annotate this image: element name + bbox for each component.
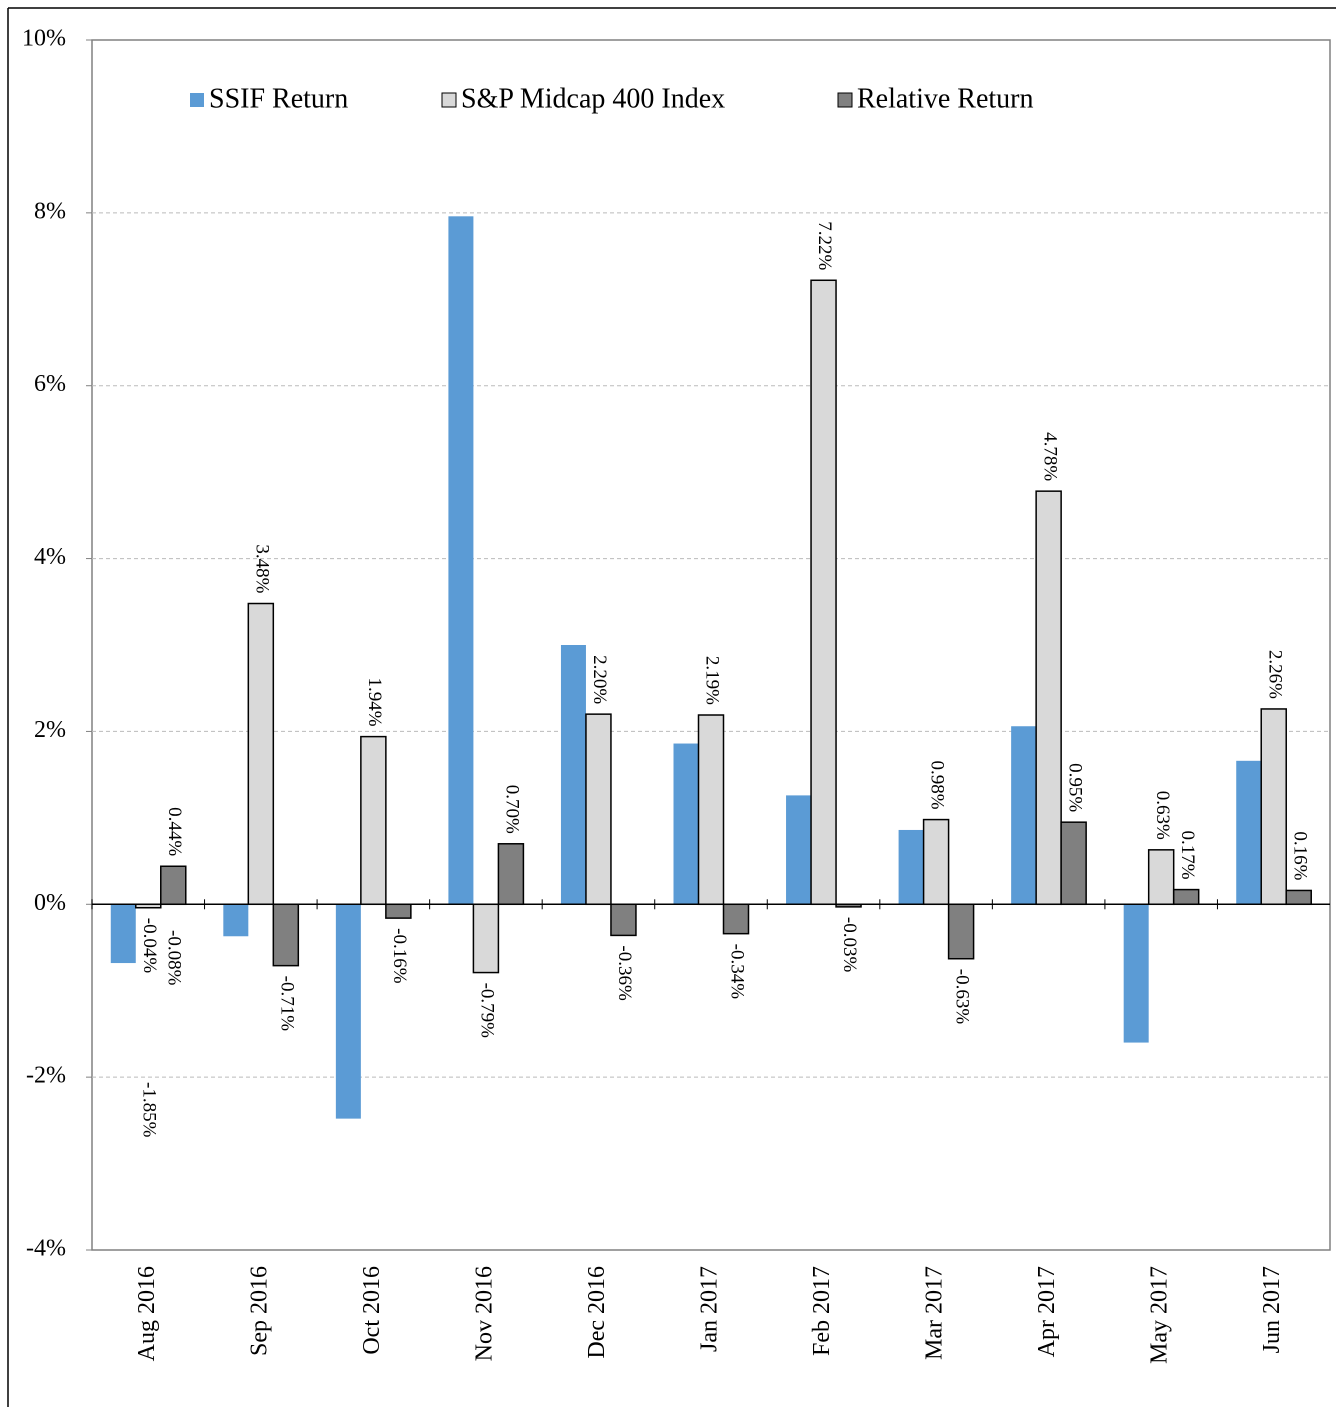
bar — [448, 216, 474, 905]
bar — [247, 602, 275, 906]
bar — [810, 279, 837, 906]
x-tick-label: Jan 2017 — [697, 1266, 723, 1352]
bar — [335, 904, 361, 1119]
y-tick-label: -2% — [26, 1063, 66, 1089]
x-tick-label: May 2017 — [1147, 1266, 1173, 1364]
data-label: 0.17% — [1177, 831, 1198, 880]
bar — [223, 904, 249, 937]
bar — [360, 735, 387, 906]
data-label: 4.78% — [1039, 432, 1060, 481]
bar — [472, 903, 500, 974]
bar — [610, 903, 637, 937]
bar — [1011, 726, 1037, 905]
y-tick-label: -4% — [26, 1236, 66, 1262]
bar — [497, 843, 525, 906]
bar — [1236, 760, 1262, 905]
data-label: -0.63% — [952, 969, 973, 1025]
data-label: -0.34% — [727, 944, 748, 1000]
data-label: 0.16% — [1289, 831, 1310, 880]
bar — [1285, 889, 1312, 906]
bar — [697, 714, 725, 906]
data-label: 0.63% — [1152, 791, 1173, 840]
legend-label: SSIF Return — [209, 83, 348, 114]
legend-label: Relative Return — [857, 83, 1034, 114]
y-tick-label: 6% — [34, 371, 66, 397]
x-tick-label: Nov 2016 — [471, 1266, 497, 1361]
data-label: 2.20% — [589, 655, 610, 704]
y-tick-label: 2% — [34, 717, 66, 743]
legend-swatch — [190, 93, 204, 107]
data-label: 3.48% — [251, 544, 272, 593]
data-label: 2.26% — [1264, 650, 1285, 699]
legend-swatch — [441, 92, 457, 108]
bar — [560, 645, 586, 905]
y-tick-label: 4% — [34, 544, 66, 570]
x-tick-label: Oct 2016 — [359, 1266, 385, 1355]
bar — [922, 818, 950, 906]
bar — [110, 904, 136, 964]
plot-area — [91, 39, 1331, 1251]
bar — [385, 903, 412, 919]
data-label: 2.19% — [702, 656, 723, 705]
data-label: -0.04% — [139, 918, 160, 974]
bar — [947, 903, 975, 960]
data-label: -0.79% — [477, 983, 498, 1039]
y-tick-label: 10% — [22, 26, 66, 52]
bar — [1123, 904, 1149, 1043]
data-label: 1.94% — [364, 678, 385, 727]
bar — [585, 713, 612, 906]
x-tick-label: Aug 2016 — [134, 1266, 160, 1361]
bar — [898, 829, 924, 905]
bar — [1172, 888, 1200, 906]
data-label: 0.98% — [927, 761, 948, 810]
data-label: 0.95% — [1064, 763, 1085, 812]
data-label: 7.22% — [814, 221, 835, 270]
x-tick-label: Mar 2017 — [922, 1266, 948, 1360]
data-label: -0.36% — [614, 945, 635, 1001]
bar — [1035, 490, 1062, 906]
annotation: -0.08% — [164, 930, 185, 986]
data-label: -0.16% — [389, 928, 410, 984]
annotation: -1.85% — [139, 1082, 160, 1138]
bar — [722, 903, 750, 935]
x-tick-label: Jun 2017 — [1259, 1266, 1285, 1353]
x-tick-label: Sep 2016 — [246, 1266, 272, 1356]
x-tick-label: Feb 2017 — [809, 1266, 835, 1356]
legend-swatch — [837, 92, 853, 108]
bar — [673, 743, 699, 905]
data-label: -0.03% — [839, 917, 860, 973]
data-label: 0.70% — [502, 785, 523, 834]
bar — [1260, 708, 1287, 906]
legend-label: S&P Midcap 400 Index — [461, 83, 725, 114]
bar — [160, 865, 187, 906]
data-label: -0.71% — [276, 976, 297, 1032]
bar — [1060, 821, 1087, 906]
y-tick-label: 0% — [34, 890, 66, 916]
x-tick-label: Dec 2016 — [584, 1266, 610, 1359]
bar — [1147, 849, 1175, 906]
bar — [786, 795, 812, 905]
data-label: 0.44% — [164, 807, 185, 856]
y-tick-label: 8% — [34, 198, 66, 224]
x-tick-label: Apr 2017 — [1034, 1266, 1060, 1357]
bar — [272, 903, 300, 967]
